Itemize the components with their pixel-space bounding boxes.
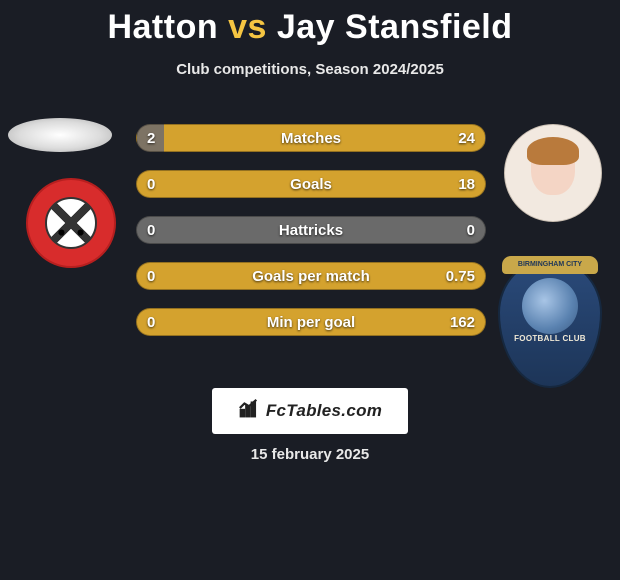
vs-separator: vs: [228, 8, 267, 46]
watermark-text: FcTables.com: [266, 401, 382, 421]
player1-avatar: [8, 118, 112, 152]
stat-row: 0Goals18: [136, 170, 486, 198]
page-title: Hatton vs Jay Stansfield: [0, 0, 620, 47]
stat-label: Min per goal: [137, 314, 485, 331]
player2-name: Jay Stansfield: [277, 8, 513, 46]
player2-avatar: [504, 124, 602, 222]
stat-label: Matches: [137, 130, 485, 147]
stat-label: Goals: [137, 176, 485, 193]
watermark: FcTables.com: [212, 388, 408, 434]
stat-row: 2Matches24: [136, 124, 486, 152]
stat-row: 0Min per goal162: [136, 308, 486, 336]
player1-club-crest: [26, 178, 116, 268]
stats-container: 2Matches24 0Goals18 0Hattricks0 0Goals per …: [136, 124, 486, 354]
date-text: 15 february 2025: [0, 446, 620, 463]
player2-club-banner: BIRMINGHAM CITY: [502, 256, 598, 274]
stat-label: Goals per match: [137, 268, 485, 285]
stat-row: 0Goals per match0.75: [136, 262, 486, 290]
stat-row: 0Hattricks0: [136, 216, 486, 244]
player2-club-crest: [498, 258, 602, 388]
stat-label: Hattricks: [137, 222, 485, 239]
subtitle: Club competitions, Season 2024/2025: [0, 61, 620, 78]
player1-name: Hatton: [107, 8, 218, 46]
chart-icon: [238, 398, 260, 425]
